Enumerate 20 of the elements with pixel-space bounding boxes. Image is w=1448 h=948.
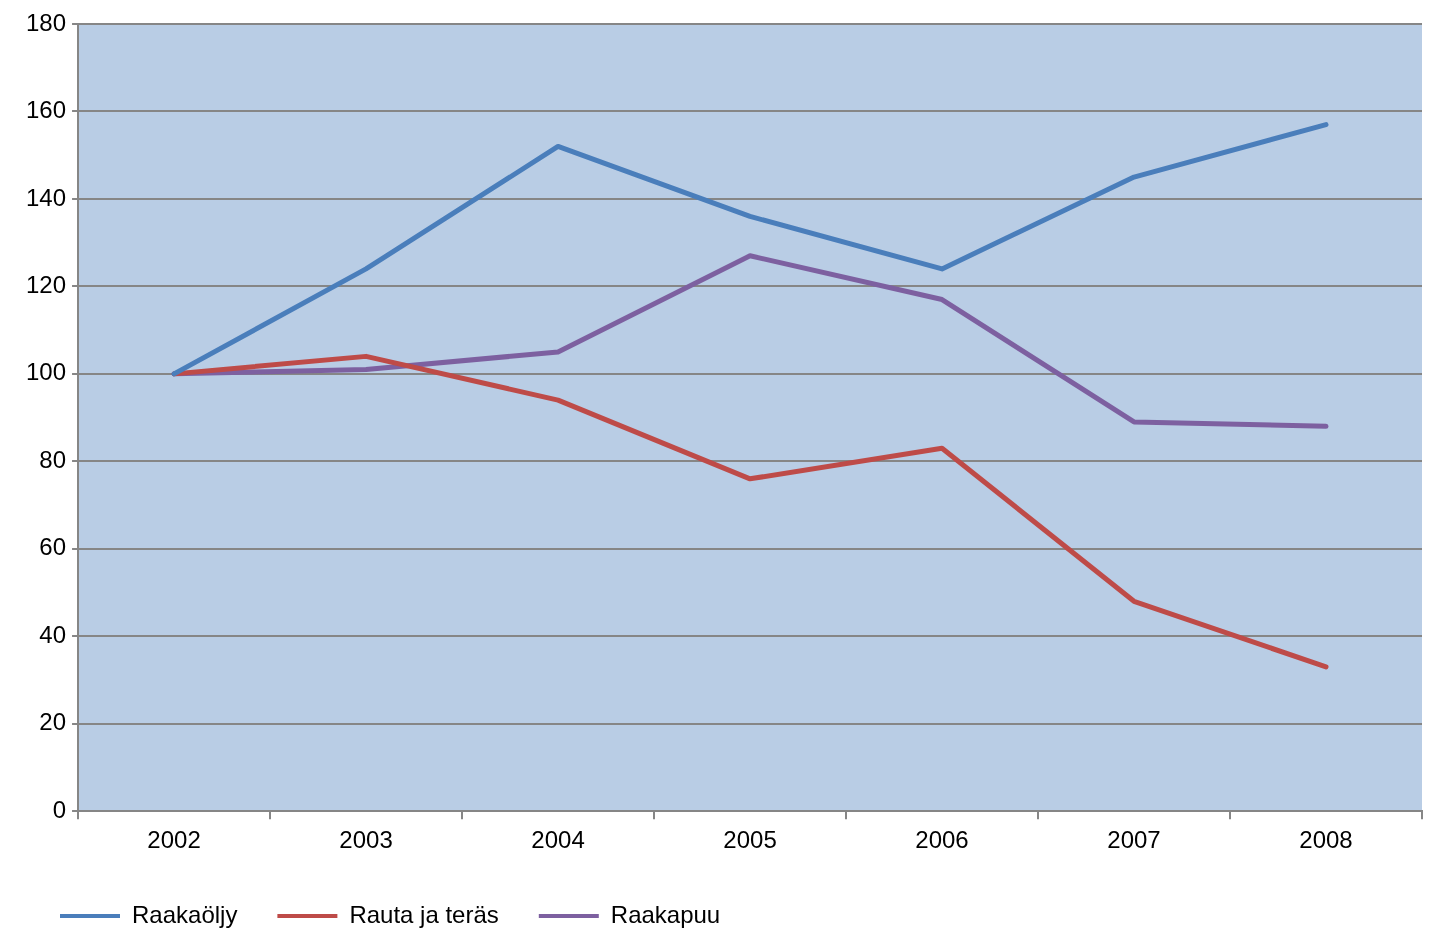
legend-label: Raakapuu: [610, 900, 721, 928]
y-tick-label: 160: [26, 96, 67, 124]
x-tick-label: 2006: [915, 826, 969, 854]
y-tick-label: 180: [26, 8, 67, 36]
x-tick-label: 2003: [339, 826, 393, 854]
y-tick-label: 100: [26, 358, 67, 386]
y-tick-label: 120: [26, 271, 67, 299]
y-tick-label: 140: [26, 183, 67, 211]
y-tick-label: 40: [39, 620, 67, 648]
x-tick-label: 2004: [531, 826, 585, 854]
x-tick-label: 2005: [723, 826, 777, 854]
legend-label: Raakaöljy: [132, 900, 238, 928]
y-tick-label: 0: [52, 795, 67, 823]
y-tick-label: 60: [39, 533, 67, 561]
y-tick-label: 20: [39, 708, 67, 736]
x-tick-label: 2008: [1299, 826, 1353, 854]
x-tick-label: 2002: [147, 826, 201, 854]
legend-label: Rauta ja teräs: [349, 900, 499, 928]
y-tick-label: 80: [39, 445, 67, 473]
x-tick-label: 2007: [1107, 826, 1161, 854]
